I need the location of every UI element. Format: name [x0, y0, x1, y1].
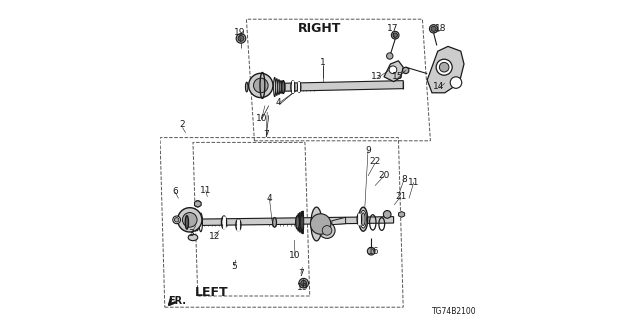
Polygon shape	[384, 61, 403, 82]
Ellipse shape	[358, 207, 367, 231]
Circle shape	[178, 208, 202, 232]
Circle shape	[451, 77, 462, 88]
Ellipse shape	[301, 212, 302, 233]
Circle shape	[253, 78, 268, 93]
Text: FR.: FR.	[168, 296, 187, 307]
Circle shape	[431, 26, 436, 31]
Circle shape	[436, 59, 452, 75]
Text: 11: 11	[408, 178, 419, 187]
Circle shape	[249, 73, 273, 98]
Circle shape	[173, 216, 180, 224]
Text: 21: 21	[395, 192, 406, 201]
Circle shape	[392, 31, 399, 39]
Ellipse shape	[360, 211, 367, 228]
Text: 17: 17	[387, 24, 398, 33]
Circle shape	[389, 66, 397, 74]
Text: 20: 20	[378, 171, 390, 180]
Circle shape	[403, 67, 409, 74]
Polygon shape	[189, 217, 202, 226]
Polygon shape	[428, 46, 464, 93]
Text: 16: 16	[368, 247, 380, 256]
Text: 10: 10	[289, 252, 301, 260]
Polygon shape	[332, 217, 346, 225]
Circle shape	[319, 222, 335, 238]
Circle shape	[182, 212, 197, 227]
Ellipse shape	[278, 80, 280, 94]
Text: 7: 7	[264, 130, 269, 139]
Polygon shape	[399, 212, 404, 217]
Ellipse shape	[188, 216, 191, 229]
Text: 5: 5	[232, 262, 237, 271]
Circle shape	[236, 34, 246, 43]
Circle shape	[310, 214, 331, 234]
Polygon shape	[189, 217, 394, 226]
Text: 19: 19	[234, 28, 245, 36]
Text: 14: 14	[433, 82, 445, 91]
Circle shape	[238, 36, 244, 41]
Ellipse shape	[361, 213, 365, 226]
Text: 19: 19	[298, 283, 308, 292]
Text: 15: 15	[392, 72, 403, 81]
Text: 6: 6	[172, 188, 178, 196]
Circle shape	[440, 62, 449, 72]
Ellipse shape	[274, 77, 276, 97]
Circle shape	[383, 211, 391, 218]
Ellipse shape	[195, 214, 199, 231]
Circle shape	[195, 201, 201, 207]
Ellipse shape	[192, 215, 195, 230]
Polygon shape	[195, 201, 201, 207]
Text: 18: 18	[435, 24, 447, 33]
Text: TG74B2100: TG74B2100	[432, 308, 477, 316]
Polygon shape	[285, 81, 403, 91]
Text: 4: 4	[267, 194, 272, 203]
Circle shape	[299, 278, 308, 288]
Text: 10: 10	[256, 114, 267, 123]
Ellipse shape	[280, 81, 282, 93]
Circle shape	[323, 226, 332, 235]
Text: 1: 1	[320, 58, 325, 67]
Circle shape	[387, 53, 393, 59]
Text: 2: 2	[180, 120, 185, 129]
Text: 7: 7	[298, 269, 303, 278]
Circle shape	[429, 25, 438, 33]
Ellipse shape	[186, 216, 188, 229]
Text: 11: 11	[200, 186, 211, 195]
Ellipse shape	[276, 79, 278, 95]
Text: 4: 4	[276, 98, 281, 107]
Ellipse shape	[298, 214, 299, 231]
Ellipse shape	[199, 213, 202, 232]
Ellipse shape	[311, 207, 322, 241]
Ellipse shape	[282, 81, 285, 93]
Text: RIGHT: RIGHT	[298, 22, 341, 35]
Circle shape	[367, 247, 375, 255]
Ellipse shape	[246, 82, 248, 92]
Text: 22: 22	[369, 157, 381, 166]
Ellipse shape	[188, 234, 198, 241]
Text: 8: 8	[401, 175, 407, 184]
Circle shape	[301, 280, 307, 286]
Text: 13: 13	[371, 72, 383, 81]
Text: 9: 9	[365, 146, 371, 155]
Ellipse shape	[273, 218, 276, 227]
Ellipse shape	[302, 211, 303, 234]
Ellipse shape	[299, 212, 301, 232]
Ellipse shape	[282, 82, 284, 92]
Text: 3: 3	[188, 229, 194, 238]
Ellipse shape	[296, 216, 300, 229]
Circle shape	[174, 218, 179, 222]
Circle shape	[393, 33, 397, 37]
Text: LEFT: LEFT	[195, 286, 228, 299]
Text: 12: 12	[209, 232, 220, 241]
